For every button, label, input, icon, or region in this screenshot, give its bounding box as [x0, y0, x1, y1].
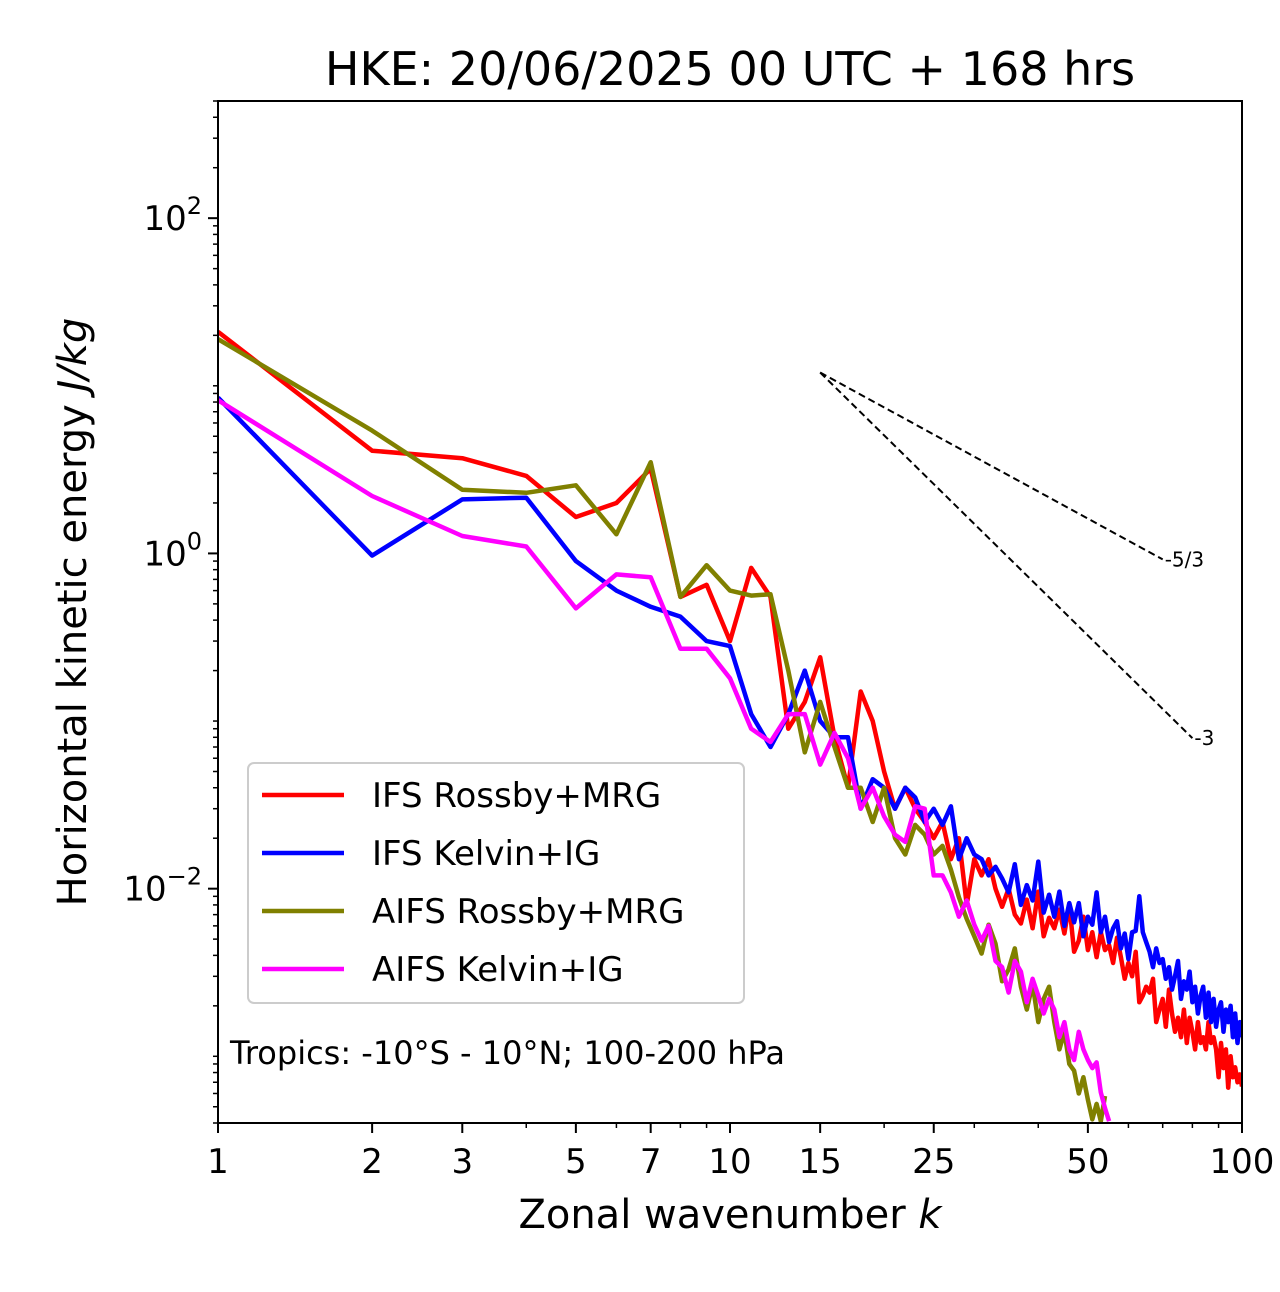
chart-title: HKE: 20/06/2025 00 UTC + 168 hrs — [325, 42, 1135, 96]
x-tick-label: 25 — [912, 1142, 955, 1182]
legend-label: AIFS Kelvin+IG — [372, 950, 624, 990]
y-tick-label: 100 — [143, 527, 202, 574]
series-line — [218, 330, 1242, 1090]
legend: IFS Rossby+MRG IFS Kelvin+IG AIFS Rossby+M… — [247, 762, 745, 1004]
x-tick-label: 15 — [799, 1142, 842, 1182]
series-line — [218, 396, 1242, 1046]
reference-slope-label: -3 — [1194, 726, 1214, 750]
y-tick-label: 102 — [143, 192, 202, 239]
reference-slope-label: -5/3 — [1165, 547, 1204, 571]
x-tick-label: 10 — [708, 1142, 751, 1182]
x-axis-label: Zonal wavenumber k — [518, 1192, 943, 1238]
series-line — [218, 398, 1112, 1122]
x-tick-label: 1 — [207, 1142, 229, 1182]
x-tick-label: 3 — [451, 1142, 473, 1182]
reference-slope-line — [819, 371, 1194, 739]
legend-label: IFS Rossby+MRG — [372, 776, 661, 816]
legend-label: IFS Kelvin+IG — [372, 834, 600, 874]
y-axis-label: Horizontal kinetic energy J/kg — [50, 318, 96, 907]
reference-slope-line — [819, 371, 1164, 561]
x-tick-label: 100 — [1210, 1142, 1275, 1182]
legend-label: AIFS Rossby+MRG — [372, 892, 684, 932]
region-annotation: Tropics: -10°S - 10°N; 100-200 hPa — [229, 1034, 785, 1072]
legend-frame — [247, 762, 745, 1004]
x-tick-label: 7 — [640, 1142, 662, 1182]
x-tick-label: 50 — [1066, 1142, 1109, 1182]
x-tick-label: 5 — [565, 1142, 587, 1182]
x-tick-label: 2 — [361, 1142, 383, 1182]
y-tick-label: 10−2 — [123, 863, 202, 910]
